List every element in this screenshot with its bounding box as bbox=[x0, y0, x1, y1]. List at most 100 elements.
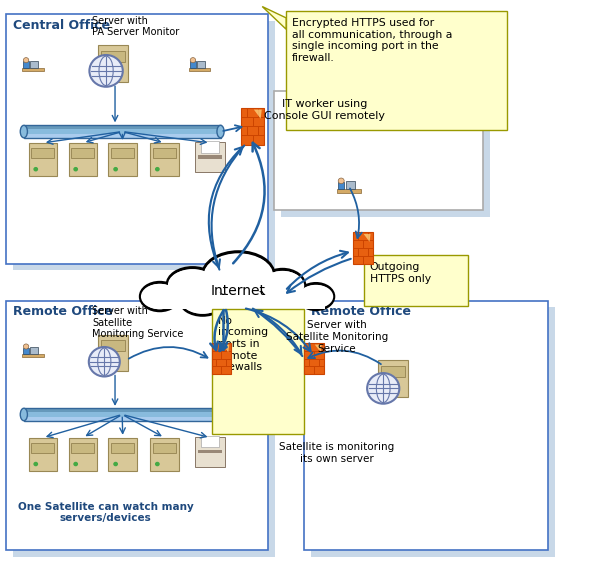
Bar bbox=[346, 181, 355, 189]
Circle shape bbox=[33, 167, 38, 171]
Circle shape bbox=[89, 347, 120, 376]
FancyBboxPatch shape bbox=[150, 143, 179, 176]
Text: Satellite is monitoring
its own server: Satellite is monitoring its own server bbox=[279, 442, 395, 464]
Bar bbox=[72, 148, 94, 158]
Bar bbox=[24, 125, 221, 129]
FancyBboxPatch shape bbox=[29, 143, 57, 176]
Bar bbox=[164, 295, 325, 309]
FancyBboxPatch shape bbox=[150, 438, 179, 471]
FancyBboxPatch shape bbox=[98, 45, 128, 82]
FancyBboxPatch shape bbox=[212, 309, 304, 434]
FancyBboxPatch shape bbox=[13, 307, 275, 557]
Ellipse shape bbox=[227, 289, 268, 314]
Bar bbox=[101, 51, 125, 62]
Circle shape bbox=[104, 362, 108, 366]
Ellipse shape bbox=[181, 287, 224, 314]
FancyBboxPatch shape bbox=[13, 21, 275, 270]
Text: No
incoming
ports in
remote
firewalls: No incoming ports in remote firewalls bbox=[218, 316, 268, 372]
Bar bbox=[201, 141, 219, 153]
Bar bbox=[22, 68, 44, 71]
Circle shape bbox=[384, 387, 389, 392]
Circle shape bbox=[155, 462, 160, 466]
Ellipse shape bbox=[181, 286, 225, 315]
FancyBboxPatch shape bbox=[98, 335, 128, 371]
Bar bbox=[24, 129, 221, 134]
FancyBboxPatch shape bbox=[281, 98, 490, 217]
Circle shape bbox=[73, 462, 78, 466]
Bar bbox=[23, 348, 29, 354]
FancyBboxPatch shape bbox=[195, 437, 225, 467]
FancyBboxPatch shape bbox=[304, 301, 548, 550]
Ellipse shape bbox=[20, 125, 27, 138]
Bar bbox=[72, 443, 94, 452]
FancyBboxPatch shape bbox=[69, 438, 97, 471]
Bar bbox=[30, 61, 38, 68]
Bar bbox=[353, 232, 372, 264]
Polygon shape bbox=[364, 234, 371, 242]
Polygon shape bbox=[262, 6, 286, 29]
Bar bbox=[24, 408, 221, 421]
Text: Server with
Satellite
Monitoring Service: Server with Satellite Monitoring Service bbox=[92, 306, 184, 340]
Bar bbox=[201, 435, 219, 447]
Text: Server with
PA Server Monitor: Server with PA Server Monitor bbox=[92, 16, 179, 37]
Circle shape bbox=[190, 58, 195, 63]
Bar bbox=[197, 61, 205, 68]
Bar bbox=[111, 443, 134, 452]
FancyBboxPatch shape bbox=[286, 11, 507, 130]
Circle shape bbox=[23, 58, 29, 63]
Text: Remote Office: Remote Office bbox=[311, 305, 411, 318]
Ellipse shape bbox=[141, 284, 179, 310]
Circle shape bbox=[113, 167, 118, 171]
Bar bbox=[32, 148, 54, 158]
Text: One Satellite can watch many
servers/devices: One Satellite can watch many servers/dev… bbox=[18, 502, 194, 523]
Ellipse shape bbox=[266, 285, 306, 313]
FancyBboxPatch shape bbox=[6, 14, 268, 264]
Circle shape bbox=[367, 373, 399, 404]
Ellipse shape bbox=[217, 408, 224, 421]
Circle shape bbox=[338, 178, 344, 184]
Bar bbox=[190, 61, 195, 68]
Bar bbox=[304, 343, 324, 374]
Bar bbox=[339, 183, 344, 189]
FancyBboxPatch shape bbox=[69, 143, 97, 176]
FancyBboxPatch shape bbox=[378, 360, 408, 397]
Ellipse shape bbox=[204, 254, 273, 296]
Text: IT worker using
Console GUI remotely: IT worker using Console GUI remotely bbox=[264, 99, 386, 121]
Bar bbox=[198, 155, 222, 159]
Ellipse shape bbox=[299, 285, 333, 308]
Text: Internet: Internet bbox=[211, 284, 266, 298]
Ellipse shape bbox=[167, 268, 218, 302]
Bar bbox=[111, 148, 134, 158]
Circle shape bbox=[104, 73, 108, 77]
Polygon shape bbox=[315, 345, 322, 353]
Bar bbox=[24, 408, 221, 412]
Ellipse shape bbox=[266, 286, 306, 312]
Ellipse shape bbox=[141, 282, 179, 311]
Text: Server with
Satellite Monitoring
Service: Server with Satellite Monitoring Service bbox=[285, 320, 388, 354]
Bar bbox=[22, 354, 44, 357]
FancyBboxPatch shape bbox=[195, 142, 225, 172]
Text: Encrypted HTTPS used for
all communication, through a
single incoming port in th: Encrypted HTTPS used for all communicati… bbox=[292, 18, 452, 63]
Ellipse shape bbox=[217, 125, 224, 138]
Bar bbox=[153, 443, 176, 452]
Circle shape bbox=[73, 167, 78, 171]
FancyBboxPatch shape bbox=[364, 255, 468, 306]
Bar bbox=[24, 417, 221, 421]
FancyBboxPatch shape bbox=[108, 143, 137, 176]
Bar bbox=[381, 366, 405, 376]
Bar bbox=[189, 68, 210, 71]
Polygon shape bbox=[222, 345, 229, 353]
Ellipse shape bbox=[203, 252, 274, 298]
Bar bbox=[23, 61, 29, 68]
Bar bbox=[337, 189, 361, 193]
Ellipse shape bbox=[260, 269, 305, 302]
Text: Outgoing
HTTPS only: Outgoing HTTPS only bbox=[370, 262, 431, 284]
Bar bbox=[212, 343, 231, 374]
Circle shape bbox=[23, 344, 29, 349]
Text: Central Office: Central Office bbox=[13, 19, 110, 32]
Bar bbox=[153, 148, 176, 158]
Ellipse shape bbox=[20, 408, 27, 421]
Bar bbox=[101, 340, 125, 351]
Bar bbox=[24, 125, 221, 138]
Circle shape bbox=[155, 167, 160, 171]
